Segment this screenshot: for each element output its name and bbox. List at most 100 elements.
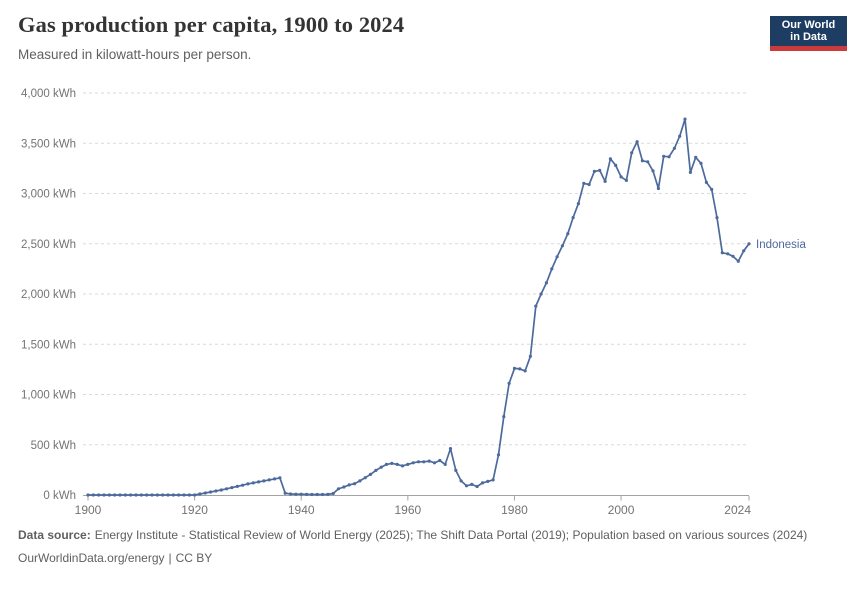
data-point[interactable] [715, 216, 719, 220]
data-point[interactable] [374, 468, 378, 472]
data-point[interactable] [177, 493, 181, 497]
data-point[interactable] [209, 490, 213, 494]
data-point[interactable] [219, 488, 223, 492]
data-point[interactable] [544, 281, 549, 285]
data-point[interactable] [320, 492, 325, 497]
data-point[interactable] [230, 486, 234, 490]
data-point[interactable] [225, 487, 229, 491]
series-line[interactable] [87, 118, 750, 496]
data-point[interactable] [502, 415, 506, 419]
data-point[interactable] [331, 491, 335, 496]
data-point[interactable] [171, 493, 175, 497]
data-point[interactable] [193, 493, 197, 497]
data-point[interactable] [139, 493, 143, 497]
data-point[interactable] [145, 493, 149, 497]
data-point[interactable] [289, 492, 293, 496]
data-point[interactable] [246, 482, 250, 486]
data-point[interactable] [305, 492, 309, 496]
data-point[interactable] [267, 478, 271, 482]
data-point[interactable] [86, 493, 90, 497]
data-point[interactable] [587, 182, 591, 187]
data-point[interactable] [241, 483, 245, 487]
data-point[interactable] [464, 484, 469, 488]
data-point[interactable] [352, 482, 357, 486]
owid-energy-link[interactable]: OurWorldinData.org/energy [18, 550, 165, 565]
data-point[interactable] [273, 477, 277, 481]
data-point[interactable] [704, 180, 709, 184]
data-point[interactable] [187, 493, 191, 497]
data-point[interactable] [608, 157, 613, 161]
data-point[interactable] [747, 242, 751, 246]
data-point[interactable] [257, 480, 261, 484]
data-point[interactable] [203, 491, 207, 495]
data-point[interactable] [512, 366, 517, 370]
data-point[interactable] [534, 304, 538, 308]
data-point[interactable] [118, 493, 122, 497]
data-point[interactable] [368, 472, 373, 476]
data-point[interactable] [411, 461, 415, 465]
data-point[interactable] [129, 493, 133, 497]
data-point[interactable] [742, 249, 746, 253]
cc-by-link[interactable]: CC BY [175, 550, 213, 565]
data-point[interactable] [134, 493, 138, 497]
data-point[interactable] [448, 447, 453, 451]
data-point[interactable] [283, 491, 287, 495]
data-point[interactable] [422, 460, 426, 464]
owid-logo[interactable]: Our World in Data [770, 16, 847, 51]
data-point[interactable] [624, 178, 629, 182]
data-point[interactable] [683, 117, 687, 121]
data-point[interactable] [310, 492, 314, 497]
data-point[interactable] [539, 292, 543, 296]
data-point[interactable] [459, 479, 463, 483]
data-point[interactable] [672, 146, 677, 150]
data-point[interactable] [560, 244, 565, 248]
data-point[interactable] [379, 465, 383, 469]
data-point[interactable] [390, 461, 394, 465]
data-point[interactable] [619, 175, 623, 179]
data-point[interactable] [710, 187, 714, 192]
data-point[interactable] [571, 216, 575, 220]
data-point[interactable] [198, 492, 202, 496]
data-point[interactable] [656, 186, 661, 191]
data-point[interactable] [363, 476, 367, 480]
data-point[interactable] [486, 479, 490, 483]
data-point[interactable] [507, 381, 511, 385]
data-point[interactable] [315, 492, 319, 497]
data-point[interactable] [251, 481, 255, 485]
data-point[interactable] [582, 181, 586, 185]
data-point[interactable] [97, 493, 101, 497]
series-label[interactable]: Indonesia [756, 239, 806, 251]
data-point[interactable] [598, 168, 602, 172]
data-point[interactable] [550, 267, 554, 271]
data-point[interactable] [614, 163, 618, 167]
data-point[interactable] [662, 154, 666, 158]
data-point[interactable] [427, 459, 431, 463]
data-point[interactable] [336, 487, 341, 491]
data-point[interactable] [470, 482, 474, 486]
data-point[interactable] [678, 134, 682, 138]
data-point[interactable] [294, 492, 298, 496]
data-point[interactable] [528, 354, 533, 358]
data-point[interactable] [576, 202, 581, 206]
data-point[interactable] [635, 140, 639, 144]
data-point[interactable] [603, 179, 607, 183]
data-point[interactable] [736, 259, 740, 263]
data-point[interactable] [102, 493, 106, 497]
data-point[interactable] [406, 462, 410, 466]
data-point[interactable] [443, 462, 447, 466]
data-point[interactable] [555, 255, 559, 259]
data-point[interactable] [299, 492, 303, 496]
data-point[interactable] [91, 493, 95, 497]
data-point[interactable] [720, 251, 724, 255]
data-point[interactable] [347, 483, 351, 487]
data-point[interactable] [278, 476, 282, 480]
line-chart[interactable]: 0 kWh 500 kWh 1,000 kWh 1,500 kWh 2,000 kWh 2… [0, 85, 850, 520]
data-point[interactable] [182, 493, 186, 497]
data-point[interactable] [646, 160, 650, 164]
data-point[interactable] [688, 170, 693, 174]
data-point[interactable] [358, 479, 362, 483]
data-point[interactable] [113, 493, 117, 497]
data-point[interactable] [416, 460, 421, 464]
data-point[interactable] [491, 478, 495, 482]
data-point[interactable] [731, 254, 735, 258]
